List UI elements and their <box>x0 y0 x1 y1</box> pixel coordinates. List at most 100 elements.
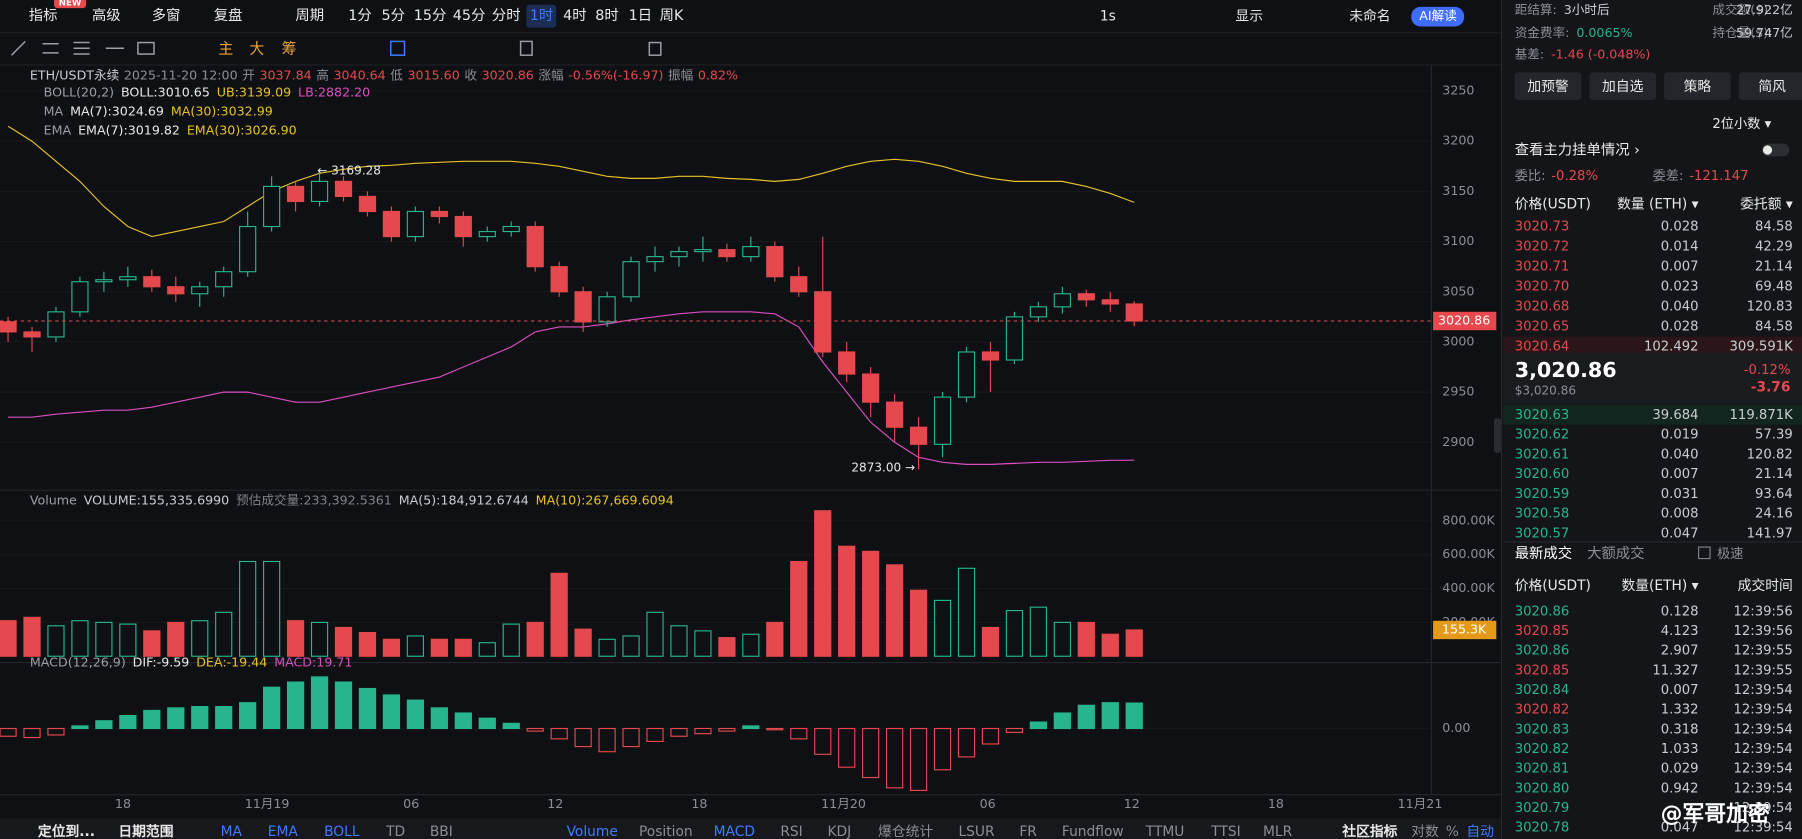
bottom-item[interactable]: TTMU <box>1145 824 1185 839</box>
button[interactable] <box>1664 72 1731 101</box>
macd-bar <box>1101 702 1119 730</box>
ai-button[interactable] <box>1411 6 1465 27</box>
macd-bar <box>1077 704 1095 730</box>
trade-price: 3020.84 <box>1515 683 1570 698</box>
button-label[interactable]: 加预警 <box>1527 79 1569 95</box>
interval[interactable]: 分时 <box>492 7 521 24</box>
bottom-item[interactable]: BBI <box>430 824 453 839</box>
candle-body <box>1077 293 1095 301</box>
toolbar-item[interactable]: 指标 <box>29 7 58 24</box>
ob-qty: 0.008 <box>1661 507 1699 522</box>
volume-bar <box>0 620 17 657</box>
bottom-item[interactable]: LSUR <box>958 824 995 839</box>
collapse-handle[interactable] <box>1494 418 1501 453</box>
column-header: 数量(ETH) ▾ <box>1621 578 1698 594</box>
bottom-item[interactable]: 对数 <box>1411 824 1439 839</box>
interval[interactable]: 周K <box>660 8 684 24</box>
draw-tool[interactable]: 筹 <box>282 39 297 57</box>
bottom-item[interactable]: KDJ <box>827 824 851 839</box>
button-label[interactable]: 加自选 <box>1602 79 1644 95</box>
candle-body <box>574 291 592 323</box>
stat-label: 成交额($): <box>1712 2 1772 17</box>
macd-bar <box>646 727 664 742</box>
toolbar-item[interactable]: 显示 <box>1235 9 1263 25</box>
bottom-item[interactable]: MACD <box>714 824 755 839</box>
x-tick-label: 18 <box>691 796 707 811</box>
link[interactable]: 查看主力挂单情况 › <box>1515 142 1640 159</box>
toolbar-item[interactable]: 周期 <box>295 7 324 24</box>
ob-qty: 0.007 <box>1661 259 1699 274</box>
ob-price: 3020.58 <box>1515 507 1570 522</box>
bottom-item[interactable]: FR <box>1019 824 1037 839</box>
trade-qty: 0.128 <box>1661 604 1699 619</box>
interval[interactable]: 5分 <box>382 7 406 24</box>
toolbar-item[interactable]: 多窗 <box>152 6 181 24</box>
tab[interactable]: 最新成交 <box>1515 544 1572 562</box>
candle-body <box>1125 303 1143 322</box>
bottom-item[interactable]: % <box>1446 824 1459 839</box>
bottom-item[interactable]: TTSI <box>1210 824 1240 839</box>
macd-bar <box>766 727 784 731</box>
ob-qty: 0.019 <box>1661 428 1699 443</box>
interval[interactable]: 4时 <box>563 7 587 24</box>
macd-bar <box>263 686 281 730</box>
bottom-item[interactable]: 社区指标 <box>1341 823 1397 839</box>
legend-text: DIF:-9.59 <box>133 655 190 670</box>
button[interactable] <box>1589 72 1657 101</box>
button[interactable] <box>1738 72 1802 101</box>
trade-qty: 11.327 <box>1652 663 1698 678</box>
bottom-item[interactable]: RSI <box>780 824 802 839</box>
bottom-item[interactable]: MA <box>221 824 243 839</box>
annotation: ← 3169.28 <box>317 163 381 177</box>
button-label[interactable]: 简风 <box>1758 78 1786 95</box>
button-label[interactable]: 策略 <box>1684 78 1712 95</box>
bottom-item[interactable]: Volume <box>567 824 618 839</box>
ob-qty: 0.023 <box>1661 279 1699 294</box>
volume-bar <box>718 637 736 657</box>
candle-body <box>1029 306 1048 318</box>
candle-body <box>95 279 113 283</box>
toolbar-item[interactable]: 高级 <box>92 7 121 24</box>
trade-qty: 2.907 <box>1661 644 1699 659</box>
interval[interactable]: 15分 <box>414 7 447 24</box>
bottom-item[interactable]: 自动 <box>1466 824 1494 839</box>
macd-bar <box>550 727 568 740</box>
bottom-item[interactable]: TD <box>385 824 405 839</box>
volume-bar <box>454 638 472 657</box>
tab[interactable]: 大额成交 <box>1587 544 1644 562</box>
bottom-item[interactable]: Position <box>639 824 693 839</box>
toolbar-item[interactable]: 未命名 <box>1349 8 1390 25</box>
checkbox[interactable] <box>1697 546 1711 560</box>
legend-text: MA(7):3024.69 <box>70 104 164 119</box>
trade-time: 12:39:56 <box>1733 624 1792 639</box>
bottom-item[interactable]: 定位到... <box>38 823 95 839</box>
volume-bar <box>886 564 904 657</box>
candle-body <box>550 266 568 293</box>
toolbar-item[interactable]: AI解读 <box>1419 8 1457 23</box>
interval[interactable]: 1时 <box>530 7 554 24</box>
decimals[interactable]: 2位小数 ▾ <box>1712 116 1771 132</box>
checkbox-label[interactable]: 极速 <box>1717 546 1743 562</box>
drawing-tools[interactable] <box>10 40 662 56</box>
interval[interactable]: 1日 <box>629 8 653 24</box>
volume-bar <box>406 635 425 657</box>
bottom-item[interactable]: Fundflow <box>1062 824 1124 839</box>
interval[interactable]: 1分 <box>348 7 372 24</box>
interval[interactable]: 8时 <box>595 7 618 24</box>
candle-body <box>670 251 688 258</box>
bottom-item[interactable]: MLR <box>1263 824 1293 839</box>
y-tick-label: 0.00 <box>1442 720 1470 735</box>
ob-amount: 57.39 <box>1755 428 1793 443</box>
ob-price: 3020.63 <box>1515 408 1570 423</box>
bottom-item[interactable]: BOLL <box>324 824 360 839</box>
interval[interactable]: 45分 <box>453 7 486 24</box>
button[interactable] <box>1514 72 1582 101</box>
bottom-item[interactable]: EMA <box>268 824 299 839</box>
draw-tool[interactable]: 主 <box>218 39 233 57</box>
bottom-item[interactable]: 爆仓统计 <box>878 824 933 839</box>
toolbar-item[interactable]: 1s <box>1100 9 1116 25</box>
draw-tool[interactable]: 大 <box>249 39 264 57</box>
bottom-item[interactable]: 日期范围 <box>118 823 173 839</box>
toolbar-item[interactable]: 复盘 <box>214 6 243 24</box>
